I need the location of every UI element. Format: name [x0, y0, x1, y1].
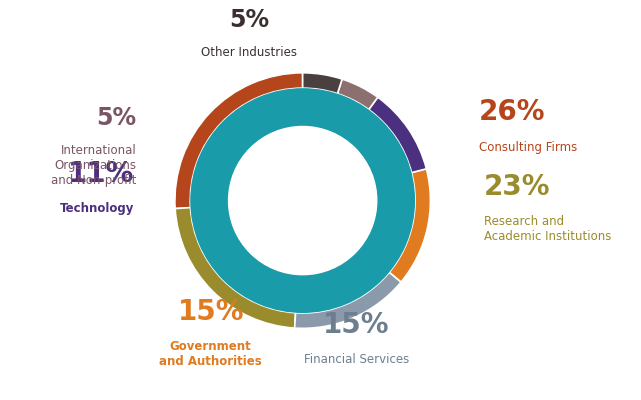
Text: International
Organizations
and Non-profit: International Organizations and Non-prof…	[51, 144, 137, 187]
Wedge shape	[295, 272, 401, 328]
Wedge shape	[175, 208, 296, 328]
Text: 15%: 15%	[178, 298, 244, 326]
Text: 23%: 23%	[484, 172, 551, 200]
Circle shape	[229, 126, 377, 275]
Text: Research and
Academic Institutions: Research and Academic Institutions	[484, 215, 612, 243]
Wedge shape	[190, 88, 415, 313]
Text: 11%: 11%	[68, 160, 134, 188]
Wedge shape	[337, 79, 378, 110]
Text: 5%: 5%	[229, 8, 269, 32]
Wedge shape	[389, 169, 430, 282]
Text: Government
and Authorities: Government and Authorities	[160, 340, 262, 368]
Wedge shape	[175, 73, 303, 208]
Text: Financial Services: Financial Services	[304, 353, 409, 366]
Wedge shape	[369, 97, 426, 173]
Text: Consulting Firms: Consulting Firms	[479, 140, 578, 154]
Text: 26%: 26%	[479, 98, 545, 126]
Text: 15%: 15%	[323, 310, 390, 338]
Text: Other Industries: Other Industries	[201, 46, 297, 59]
Text: Technology: Technology	[60, 202, 134, 215]
Wedge shape	[303, 73, 342, 94]
Text: 5%: 5%	[96, 106, 137, 130]
